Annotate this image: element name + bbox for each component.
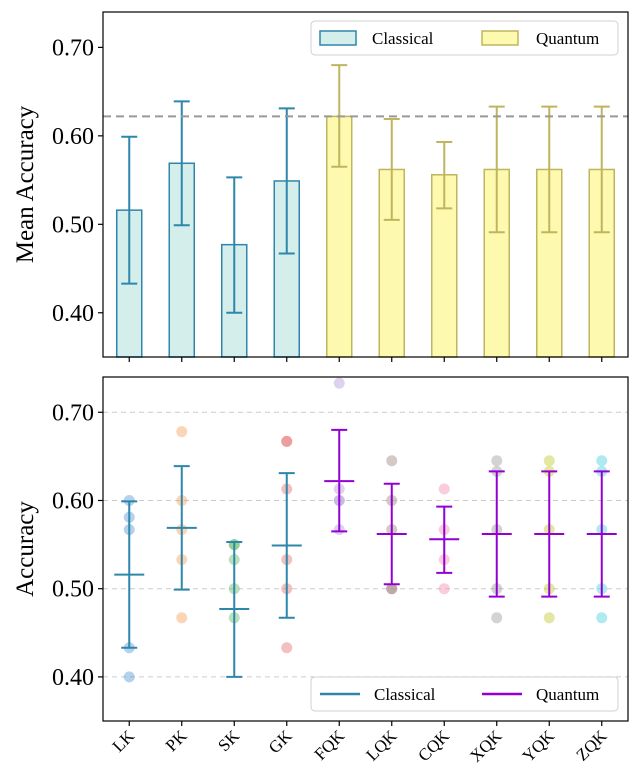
x-tick-label-lk: LK <box>109 726 139 756</box>
x-tick-label-gk: GK <box>265 726 296 757</box>
legend-label-classical: Classical <box>374 685 436 704</box>
y-tick-label: 0.70 <box>52 35 94 61</box>
point-gk <box>281 435 293 447</box>
point-zqk <box>596 455 608 467</box>
point-xqk <box>491 612 503 624</box>
point-gk <box>281 435 293 447</box>
x-tick-label-lqk: LQK <box>362 726 401 765</box>
y-tick-label: 0.40 <box>52 665 94 691</box>
point-pk <box>176 426 188 438</box>
point-gk <box>281 642 293 654</box>
point-cqk <box>438 583 450 595</box>
legend-label-classical: Classical <box>372 29 434 48</box>
y-tick-label: 0.60 <box>52 124 94 150</box>
bottom-plot-frame <box>102 376 629 722</box>
bottom-legend-box <box>310 676 619 712</box>
x-tick-label-cqk: CQK <box>414 726 453 765</box>
y-axis-label: Accuracy <box>12 501 39 597</box>
point-lqk <box>386 583 398 595</box>
y-tick-label: 0.50 <box>52 577 94 603</box>
top-plot-frame <box>102 11 629 358</box>
y-tick-label: 0.60 <box>52 488 94 514</box>
x-tick-label-yqk: YQK <box>519 726 559 766</box>
x-tick-label-sk: SK <box>214 726 243 755</box>
point-yqk <box>543 455 555 467</box>
point-pk <box>176 612 188 624</box>
legend-swatch-quantum <box>481 30 519 46</box>
point-zqk <box>596 612 608 624</box>
y-tick-label: 0.40 <box>52 301 94 327</box>
legend-label-quantum: Quantum <box>536 29 599 48</box>
point-lqk <box>386 583 398 595</box>
x-tick-label-xqk: XQK <box>466 726 506 766</box>
legend-swatch-classical <box>319 30 357 46</box>
y-tick-label: 0.50 <box>52 212 94 238</box>
top-legend-box <box>310 20 619 56</box>
point-yqk <box>543 612 555 624</box>
point-xqk <box>491 455 503 467</box>
point-cqk <box>438 483 450 495</box>
x-tick-label-zqk: ZQK <box>572 726 611 765</box>
legend-label-quantum: Quantum <box>536 685 599 704</box>
point-lqk <box>386 455 398 467</box>
x-tick-label-fqk: FQK <box>311 726 349 764</box>
y-tick-label: 0.70 <box>52 400 94 426</box>
accuracy-scatter-panel: 0.40 0.50 0.60 0.70 LK PK SK GK FQK LQK CQK XQK YQK Z… <box>12 376 629 766</box>
y-axis-label: Mean Accuracy <box>12 105 39 263</box>
point-fqk <box>333 377 345 389</box>
point-lk <box>123 671 135 683</box>
x-tick-label-pk: PK <box>162 726 191 755</box>
mean-accuracy-bar-panel: 0.40 0.50 0.60 0.70 Mean Accuracy Classical Qu… <box>12 11 629 362</box>
